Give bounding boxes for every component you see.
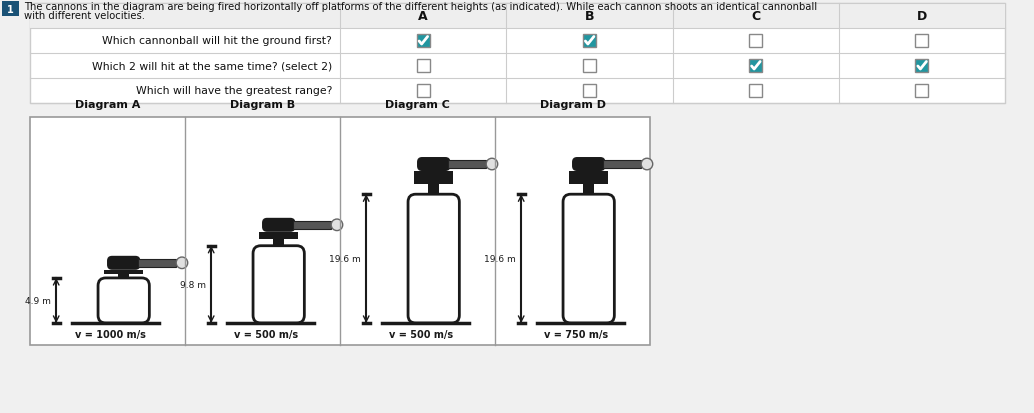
FancyBboxPatch shape (572, 158, 605, 171)
Text: with different velocities.: with different velocities. (24, 11, 145, 21)
Text: Which 2 will hit at the same time? (select 2): Which 2 will hit at the same time? (sele… (92, 62, 332, 71)
FancyBboxPatch shape (253, 246, 304, 323)
FancyBboxPatch shape (108, 256, 141, 270)
Bar (570, 171, 608, 184)
Text: 4.9 m: 4.9 m (25, 296, 51, 305)
Text: v = 1000 m/s: v = 1000 m/s (75, 329, 146, 339)
Text: Diagram C: Diagram C (385, 100, 450, 110)
FancyBboxPatch shape (98, 278, 149, 323)
Bar (260, 232, 298, 240)
Bar (449, 161, 486, 169)
Bar (417, 85, 429, 98)
Bar (30, 4, 1005, 29)
Text: 9.8 m: 9.8 m (180, 280, 206, 289)
Text: Diagram A: Diagram A (74, 100, 141, 110)
Bar (415, 171, 453, 184)
Bar (583, 85, 596, 98)
Bar (2, 2, 19, 17)
Bar (583, 35, 596, 48)
Text: B: B (584, 10, 595, 23)
Bar (915, 60, 929, 73)
Text: C: C (751, 10, 760, 23)
FancyBboxPatch shape (564, 195, 614, 323)
Bar (604, 161, 641, 169)
Text: Which will have the greatest range?: Which will have the greatest range? (135, 86, 332, 96)
Text: v = 750 m/s: v = 750 m/s (544, 329, 608, 339)
Bar (749, 85, 762, 98)
FancyBboxPatch shape (417, 158, 451, 171)
Bar (273, 232, 284, 246)
Text: v = 500 m/s: v = 500 m/s (234, 329, 298, 339)
Bar (30, 118, 650, 345)
Bar (118, 270, 129, 278)
Circle shape (486, 159, 497, 171)
Bar (583, 171, 595, 195)
Circle shape (176, 257, 188, 269)
Bar (749, 35, 762, 48)
Bar (139, 259, 176, 267)
FancyBboxPatch shape (262, 218, 296, 232)
Bar (294, 221, 331, 229)
Text: D: D (917, 10, 927, 23)
Text: 19.6 m: 19.6 m (329, 254, 361, 263)
FancyBboxPatch shape (408, 195, 459, 323)
Text: 1: 1 (7, 5, 13, 14)
Circle shape (641, 159, 652, 171)
Text: v = 500 m/s: v = 500 m/s (389, 329, 453, 339)
Bar (428, 171, 439, 195)
Bar (749, 60, 762, 73)
Circle shape (331, 219, 342, 231)
Text: Diagram D: Diagram D (540, 100, 606, 110)
Bar (417, 35, 429, 48)
Bar (915, 85, 929, 98)
Text: A: A (419, 10, 428, 23)
Bar (30, 4, 1005, 104)
Text: 19.6 m: 19.6 m (484, 254, 516, 263)
Bar (417, 60, 429, 73)
Bar (583, 60, 596, 73)
Text: Diagram B: Diagram B (230, 100, 295, 110)
Text: The cannons in the diagram are being fired horizontally off platforms of the dif: The cannons in the diagram are being fir… (24, 2, 817, 12)
Text: Which cannonball will hit the ground first?: Which cannonball will hit the ground fir… (102, 36, 332, 46)
Bar (104, 270, 143, 275)
Bar (915, 35, 929, 48)
